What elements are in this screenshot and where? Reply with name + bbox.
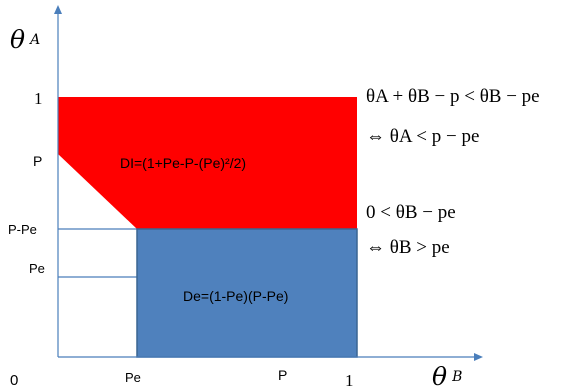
y-tick-pe: Pe — [29, 261, 45, 276]
equation-3: 0 < θB − pe — [366, 202, 456, 223]
y-tick-1: 1 — [34, 89, 43, 108]
x-tick-1: 1 — [345, 371, 354, 389]
red-region — [58, 97, 357, 229]
x-tick-pe: Pe — [125, 370, 141, 385]
equation-1: θA + θB − p < θB − pe — [366, 86, 540, 107]
x-axis-arrow-icon — [474, 353, 483, 361]
y-tick-p-minus-pe: P-Pe — [8, 222, 37, 237]
origin-label: 0 — [10, 372, 18, 389]
blue-region-label: De=(1-Pe)(P-Pe) — [183, 288, 288, 304]
y-axis-arrow-icon — [54, 5, 62, 14]
x-tick-p: P — [278, 367, 287, 383]
equation-4: ⇔ θB > pe — [366, 237, 450, 258]
red-region-label: DI=(1+Pe-P-(Pe)²/2) — [120, 155, 246, 171]
blue-region — [136, 228, 358, 358]
equation-2: ⇔ θA < p − pe — [366, 126, 479, 147]
y-tick-p: P — [33, 153, 42, 169]
